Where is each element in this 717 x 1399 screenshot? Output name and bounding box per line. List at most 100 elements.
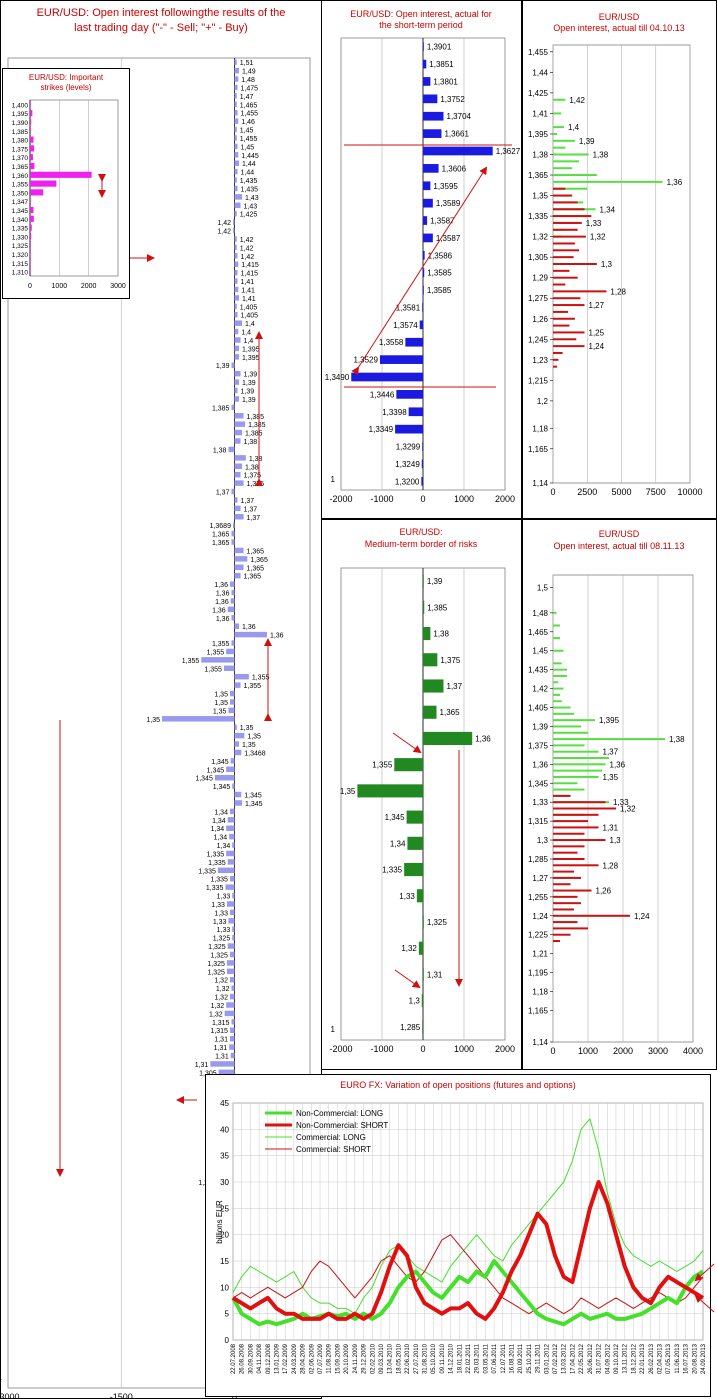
main-bar (234, 126, 237, 133)
main-bar-label: 1,38 (244, 439, 258, 446)
nov-calls-bar (553, 788, 585, 791)
eurofx-x-tick: 02.04.2013 (657, 1343, 663, 1374)
short_term-x-tick: -1000 (370, 494, 393, 504)
nov-puts-bar (553, 870, 574, 873)
nov-calls-bar (553, 706, 571, 709)
strikes-x-tick: 1000 (52, 283, 68, 290)
nov-calls-bar (553, 693, 560, 696)
strikes-bar-label: 1,340 (12, 217, 29, 224)
medium-bar (423, 705, 437, 719)
main-bar (229, 977, 235, 983)
eurofx-x-tick: 09.10.2012 (614, 1343, 620, 1374)
main-bar (225, 884, 235, 890)
main-bar (227, 943, 235, 949)
main-bar (234, 505, 241, 512)
short_term-bar (408, 407, 423, 417)
main-bar-label: 1,345 (195, 776, 213, 783)
main-bar-label: 1,36 (216, 591, 230, 598)
eurofx-x-tick: 24.09.2013 (701, 1343, 707, 1374)
oct-puts-bar (553, 331, 585, 334)
eurofx-x-tick: 22.07.2008 (231, 1343, 237, 1374)
strikes-bar (30, 250, 31, 258)
main-bar (229, 833, 235, 840)
main-bar (234, 202, 241, 209)
eurofx-x-tick: 18.12.2012 (631, 1343, 637, 1374)
annotation-arrow (694, 1294, 715, 1313)
medium-extra-label: 1 (331, 1025, 336, 1034)
short_term-bar (423, 164, 439, 173)
oct-puts-bar (553, 345, 585, 348)
strikes-bar-label: 1,385 (12, 129, 29, 136)
nov-puts-bar (553, 801, 606, 804)
eurofx-x-tick: 09.03.2010 (379, 1343, 385, 1374)
main-bar (223, 665, 235, 672)
main-bar-label: 1,355 (207, 649, 225, 656)
main-x-tick: -1500 (110, 1392, 133, 1399)
nov-puts-bar (553, 813, 599, 816)
main-bar-label: 1,385 (245, 431, 263, 438)
oct-puts-bar (553, 221, 582, 224)
oct-y-tick: 1,2 (537, 397, 549, 406)
strikes-bar (30, 215, 34, 222)
medium-bar-label: 1,285 (400, 1023, 421, 1032)
eurofx-x-tick: 09.12.2008 (266, 1343, 272, 1374)
main-bar-label: 1,38 (249, 456, 263, 463)
short_term-bar-label: 1,3704 (447, 112, 472, 121)
main-bar (234, 210, 237, 217)
nov-calls-bar (553, 649, 564, 652)
eurofx-x-tick: 18.01.2011 (457, 1343, 463, 1373)
main-bar-label: 1,395 (242, 355, 260, 362)
short_term-bar-label: 1,3587 (430, 217, 455, 226)
main-bar (234, 152, 239, 158)
short_term-bar-label: 1,3349 (369, 425, 394, 434)
nov-title-line1: EUR/USD (599, 529, 640, 539)
oct-calls-bar (553, 167, 573, 170)
main-bar-label: 1,355 (182, 658, 200, 665)
main-bar (234, 244, 237, 251)
nov-y-tick: 1,33 (532, 798, 548, 807)
short_term-bar-label: 1,3661 (444, 130, 469, 139)
main-title-line1: EUR/USD: Open interest followingthe resu… (37, 7, 286, 19)
nov-calls-bar (553, 611, 557, 614)
nov-calls-bar (553, 624, 560, 627)
main-bar (234, 59, 237, 65)
main-bar (234, 185, 238, 192)
nov-y-tick: 1,315 (528, 817, 549, 826)
strikes-bar (30, 136, 34, 143)
nov-bar-label: 1,31 (603, 823, 619, 832)
strikes-bar-label: 1,320 (12, 252, 29, 259)
main-bar-label: 1,42 (241, 254, 255, 261)
main-bar-label: 1,465 (240, 102, 258, 109)
medium-bar (406, 810, 423, 824)
nov-calls-bar (553, 662, 562, 665)
main-bar-label: 1,365 (247, 548, 265, 555)
oct-puts-bar (553, 263, 597, 265)
oct-puts-bar (553, 358, 559, 361)
short_term-x-tick: 0 (420, 494, 425, 504)
oct-bar-label: 1,27 (589, 301, 605, 310)
main-bar (232, 227, 235, 234)
nov-chart: EUR/USD Open interest, actual till 08.11… (528, 529, 703, 1056)
main-bar-label: 1,42 (240, 237, 254, 244)
oct-y-tick: 1,275 (528, 294, 549, 303)
medium-title-line2: Medium-term border of risks (365, 539, 478, 549)
short_term-bar (423, 250, 425, 260)
oct-puts-bar (553, 283, 566, 286)
main-bar (229, 699, 235, 705)
main-bar-label: 1,435 (240, 178, 258, 185)
short_term-bar (423, 285, 424, 295)
eurofx-x-tick: 20.08.2013 (692, 1343, 698, 1374)
annotation-arrow (394, 969, 421, 989)
nov-puts-bar (553, 902, 581, 905)
main-bar (226, 960, 235, 966)
main-bar-label: 1,315 (212, 1020, 230, 1027)
oct-bar-label: 1,38 (593, 151, 609, 160)
oct-y-tick: 1,425 (528, 89, 549, 98)
oct-y-tick: 1,455 (528, 48, 549, 57)
main-bar-label: 1,355 (252, 675, 270, 682)
eurofx-x-tick: 29.03.2011 (475, 1343, 481, 1373)
short_term-bar (395, 424, 423, 434)
annotation-arrow (351, 166, 488, 376)
eurofx-x-tick: 22.01.2013 (640, 1343, 646, 1374)
main-bar (201, 657, 235, 663)
